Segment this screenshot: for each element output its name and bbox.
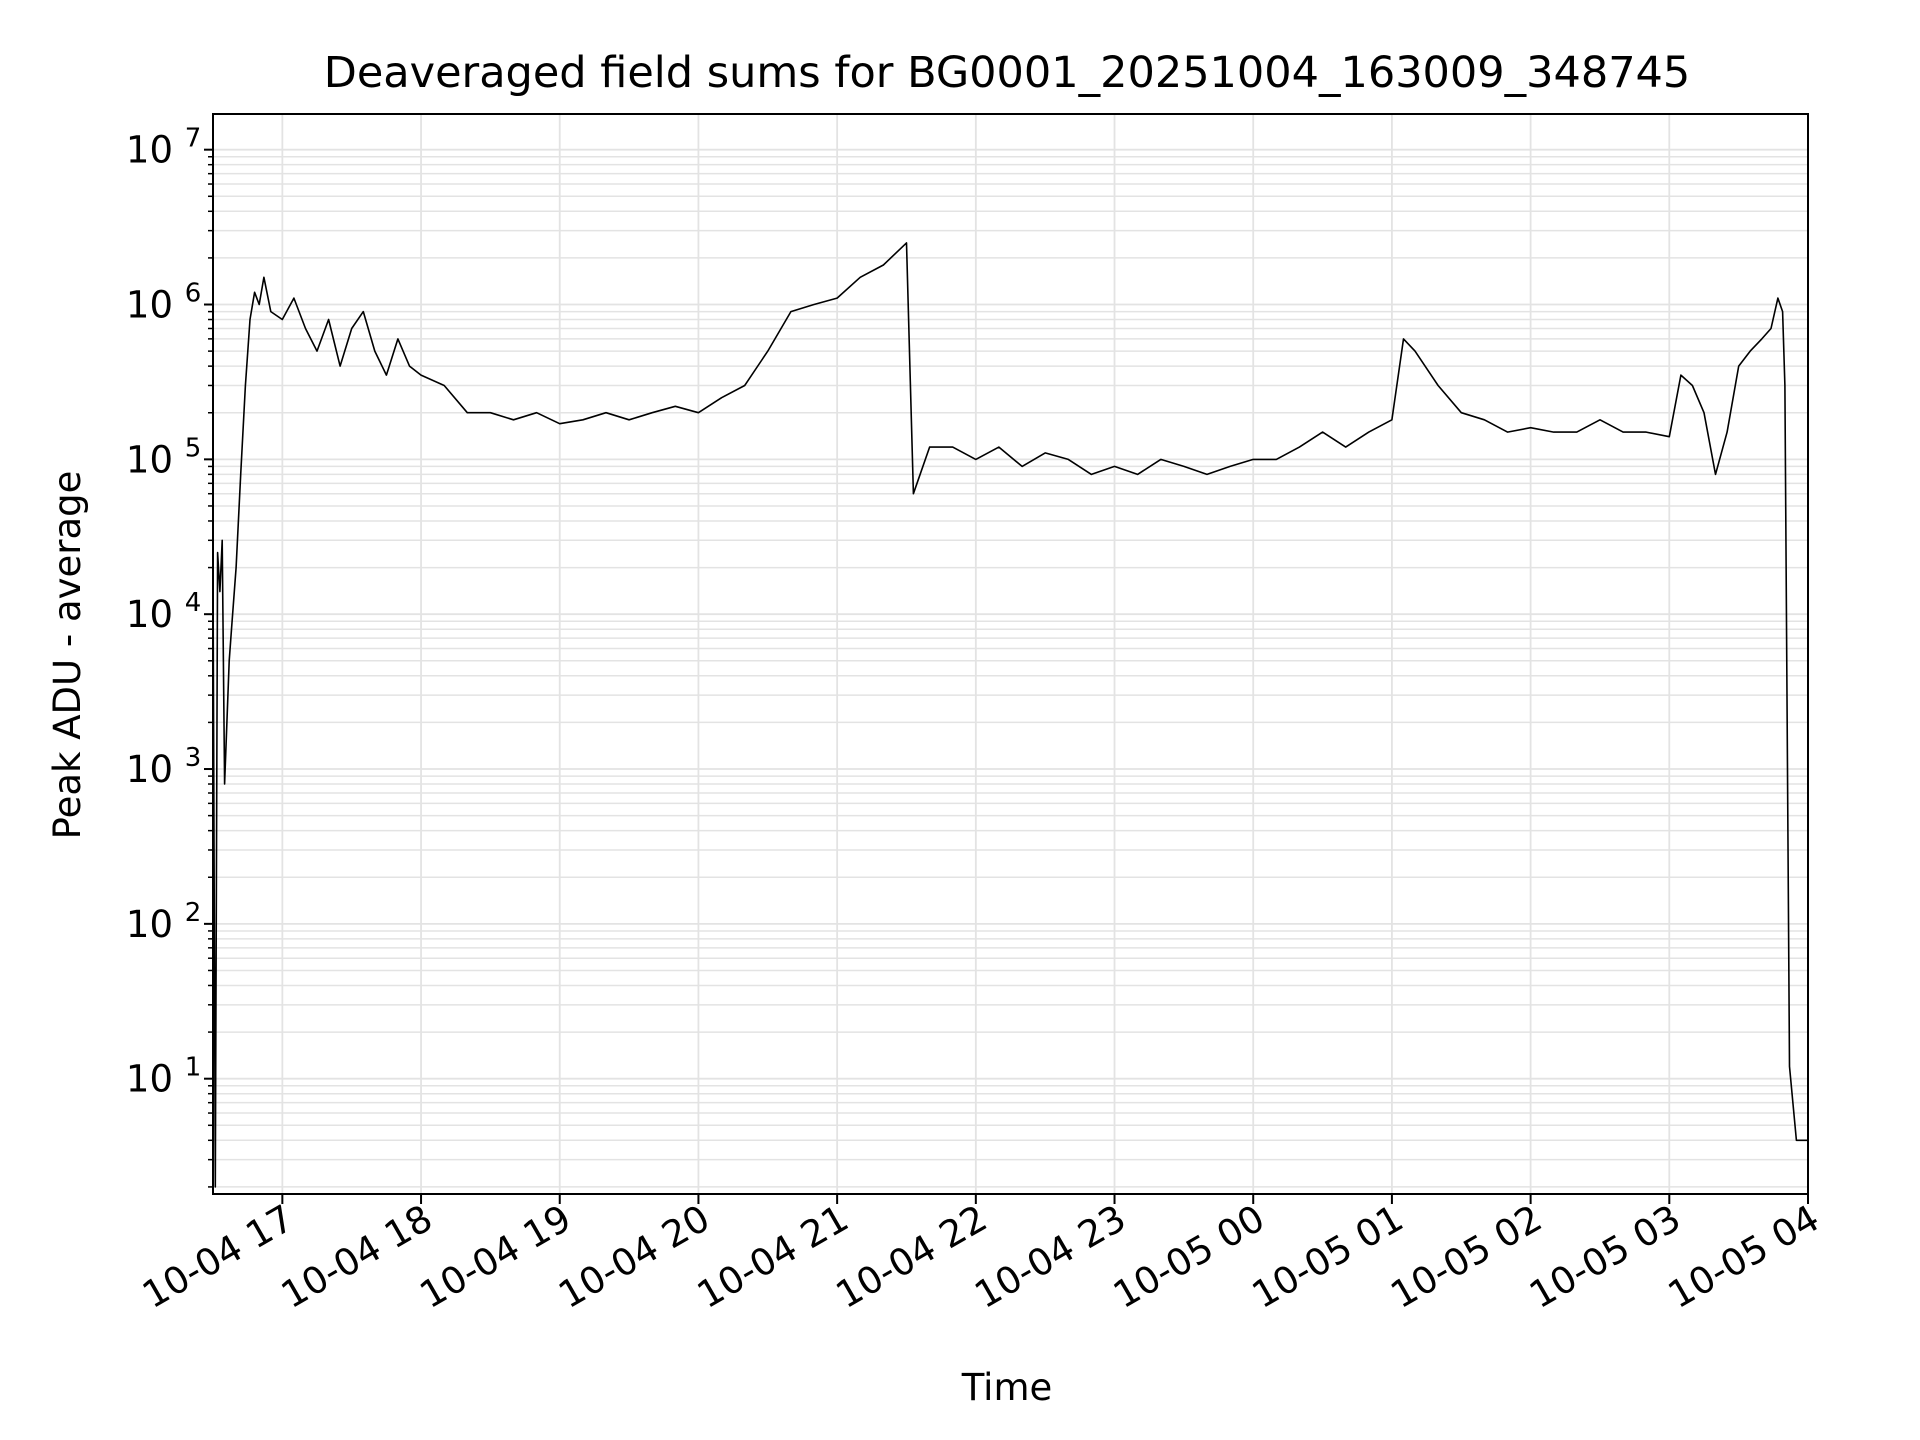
y-tick-label-base: 10 [126,284,173,327]
y-tick-label-exponent: 2 [185,898,202,928]
y-tick-label: 10 [126,748,173,791]
y-tick-label-exponent: 4 [185,588,202,618]
y-tick-label-base: 10 [126,593,173,636]
y-tick-label-base: 10 [126,438,173,481]
y-tick-label: 10 [126,1058,173,1101]
y-tick-label-exponent: 3 [185,743,202,773]
y-tick-label-base: 10 [126,1058,173,1101]
y-tick-label: 10 [126,284,173,327]
y-tick-label-base: 10 [126,129,173,172]
y-tick-label-exponent: 6 [185,279,202,309]
y-tick-label-base: 10 [126,903,173,946]
y-tick-label-exponent: 7 [185,124,202,154]
y-tick-label: 10 [126,129,173,172]
y-tick-label-exponent: 5 [185,433,202,463]
y-tick-label: 10 [126,593,173,636]
y-tick-label: 10 [126,438,173,481]
y-tick-label-base: 10 [126,748,173,791]
y-axis-label: Peak ADU - average [46,471,89,840]
y-tick-label: 10 [126,903,173,946]
y-tick-label-exponent: 1 [185,1053,202,1083]
x-axis-label: Time [961,1366,1053,1409]
chart-title: Deaveraged field sums for BG0001_2025100… [324,48,1691,98]
